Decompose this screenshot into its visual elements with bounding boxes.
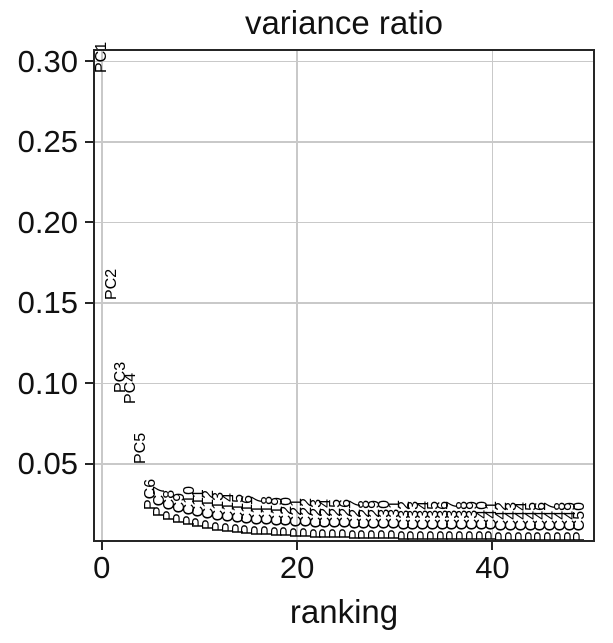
y-tick-mark	[85, 221, 94, 224]
pc-point-label: PC50	[571, 501, 589, 542]
x-tick-label: 40	[475, 550, 510, 585]
y-gridline	[93, 463, 595, 465]
pc-point-label: PC2	[102, 268, 120, 300]
y-tick-label: 0.15	[17, 285, 78, 321]
pc-point-label: PC4	[122, 373, 140, 405]
pc-point-label: PC1	[92, 41, 110, 73]
x-tick-mark	[296, 541, 299, 550]
y-tick-label: 0.10	[17, 365, 78, 401]
x-tick-label: 20	[279, 550, 315, 585]
plot-area: PC1 PC2 PC3 PC4 PC5 PC6 PC7 PC8 PC9 PC10 PC11 PC12 P…	[93, 42, 595, 542]
chart-title: variance ratio	[244, 4, 444, 41]
y-tick-mark	[85, 382, 94, 385]
y-tick-mark	[85, 60, 94, 63]
x-tick-label: 0	[93, 550, 111, 585]
y-tick-label: 0.20	[17, 204, 78, 240]
pc-point-label: PC5	[131, 432, 149, 464]
y-tick-label: 0.25	[17, 124, 78, 160]
y-gridline	[93, 382, 595, 385]
y-tick-mark	[85, 140, 94, 143]
x-tick-mark	[100, 541, 103, 550]
x-gridline	[296, 49, 298, 542]
x-gridline	[491, 49, 494, 542]
y-gridline	[93, 302, 595, 304]
y-tick-mark	[85, 301, 94, 304]
y-gridline	[93, 60, 595, 63]
x-gridline	[101, 49, 103, 542]
y-tick-label: 0.05	[17, 446, 78, 482]
y-tick-label: 0.30	[17, 43, 78, 79]
x-tick-mark	[491, 541, 494, 550]
y-tick-mark	[85, 462, 94, 465]
y-gridline	[93, 221, 595, 224]
y-gridline	[93, 141, 595, 143]
x-axis-label: ranking	[289, 593, 399, 630]
